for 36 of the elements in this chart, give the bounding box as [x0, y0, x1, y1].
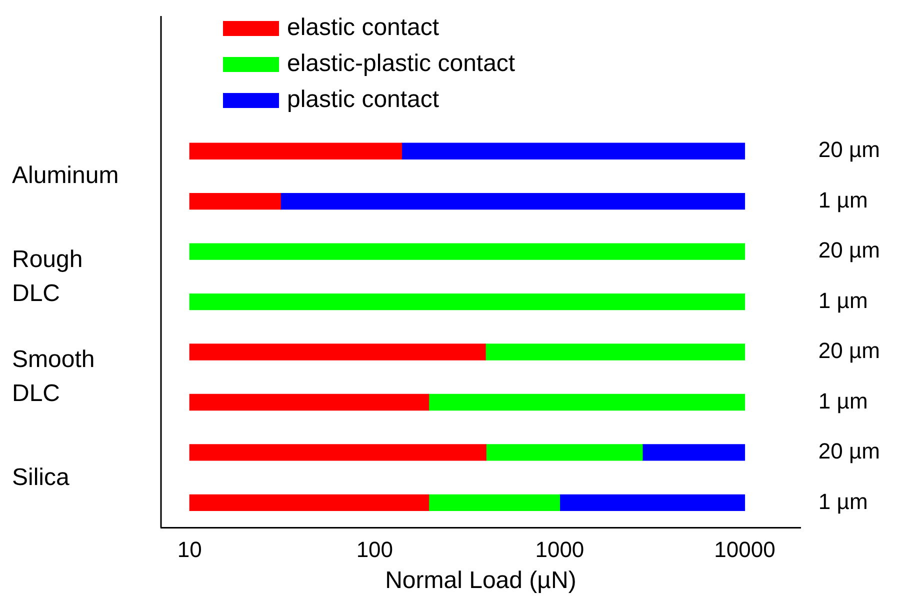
- y-tick-label: 20 µm: [818, 238, 880, 263]
- bar: [189, 293, 746, 310]
- y-tick-label: 1 µm: [818, 288, 868, 313]
- y-tick-label: 20 µm: [818, 338, 880, 364]
- bar: [189, 444, 486, 461]
- text: Aluminum: [12, 161, 120, 192]
- y-tick-label: 20 µm: [818, 137, 880, 162]
- bar: [401, 142, 746, 160]
- y-tick-label: 1 µm: [818, 187, 868, 212]
- bar: [428, 394, 746, 411]
- bar: [189, 494, 430, 512]
- bar: [486, 444, 643, 461]
- legend-label: elastic-plastic contact: [287, 50, 516, 78]
- bar: [428, 494, 560, 512]
- bar: [189, 193, 281, 210]
- legend-label: plastic contact: [287, 86, 440, 114]
- y-tick-label: 1 µm: [818, 388, 868, 414]
- legend-label: elastic contact: [287, 14, 440, 42]
- x-tick-label: 10: [177, 537, 202, 562]
- bar: [189, 394, 430, 411]
- y-tick-label: 1 µm: [818, 488, 868, 514]
- y-tick-label: 20 µm: [818, 438, 880, 464]
- bar: [485, 344, 746, 360]
- bar: [189, 142, 402, 160]
- bar: [189, 344, 486, 360]
- text: Rough DLC: [12, 244, 84, 309]
- x-axis-title: Normal Load (µN): [385, 567, 576, 594]
- bar: [559, 494, 746, 512]
- bar: [189, 243, 746, 260]
- x-tick-label: 1000: [535, 537, 584, 562]
- text: Silica: [12, 462, 70, 493]
- x-tick-label: 10000: [714, 537, 776, 562]
- x-tick-label: 100: [356, 537, 394, 562]
- bar: [642, 444, 746, 461]
- text: Smooth DLC: [12, 345, 96, 410]
- bar: [280, 193, 746, 210]
